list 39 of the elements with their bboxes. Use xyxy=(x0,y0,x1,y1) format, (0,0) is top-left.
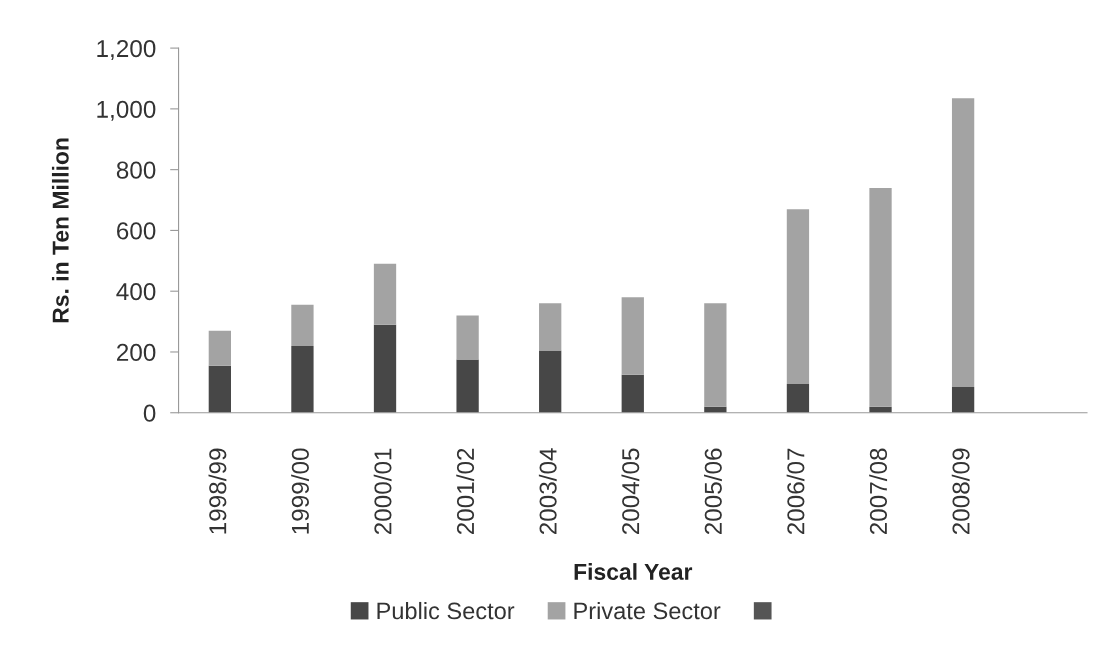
x-axis-title: Fiscal Year xyxy=(574,563,693,580)
x-tick-label: 1999/00 xyxy=(291,448,309,534)
x-tick-label: 2006/07 xyxy=(786,448,805,535)
bar xyxy=(456,315,479,360)
bar xyxy=(704,303,727,407)
y-tick-label: 600 xyxy=(117,222,156,240)
x-tick-label: 2000/01 xyxy=(373,448,392,535)
bar xyxy=(539,350,562,413)
bar xyxy=(869,187,892,407)
y-tick-label: 200 xyxy=(117,343,156,362)
bar xyxy=(951,98,975,387)
y-tick-label: 800 xyxy=(116,161,156,179)
y-tick-label: 1,000 xyxy=(97,100,156,121)
x-tick-label: 2007/08 xyxy=(869,448,888,535)
x-tick-label: 2003/04 xyxy=(538,448,557,535)
bar xyxy=(621,297,644,375)
x-tick-label: 2004/05 xyxy=(621,448,640,535)
x-tick-label: 2008/09 xyxy=(951,448,970,535)
bar xyxy=(291,304,314,346)
bar xyxy=(951,386,975,413)
x-tick-label: 1998/99 xyxy=(208,448,227,534)
bar xyxy=(291,345,314,413)
legend-label: Private Sector xyxy=(574,601,721,620)
y-axis-title: Rs. in Ten Million xyxy=(51,138,69,323)
x-tick-label: 2001/02 xyxy=(456,448,475,535)
bar xyxy=(208,365,231,413)
bar xyxy=(539,303,562,351)
y-tick-label: 0 xyxy=(143,404,156,422)
bar xyxy=(456,359,479,413)
bar xyxy=(373,324,397,413)
y-tick-label: 400 xyxy=(116,283,156,301)
bar xyxy=(786,209,810,384)
bar xyxy=(208,330,231,366)
bar xyxy=(786,383,810,413)
legend-label: Public Sector xyxy=(377,601,515,620)
x-tick-label: 2005/06 xyxy=(704,448,722,535)
bar xyxy=(373,263,397,325)
bar xyxy=(621,374,644,413)
y-tick-label: 1,200 xyxy=(97,39,156,61)
